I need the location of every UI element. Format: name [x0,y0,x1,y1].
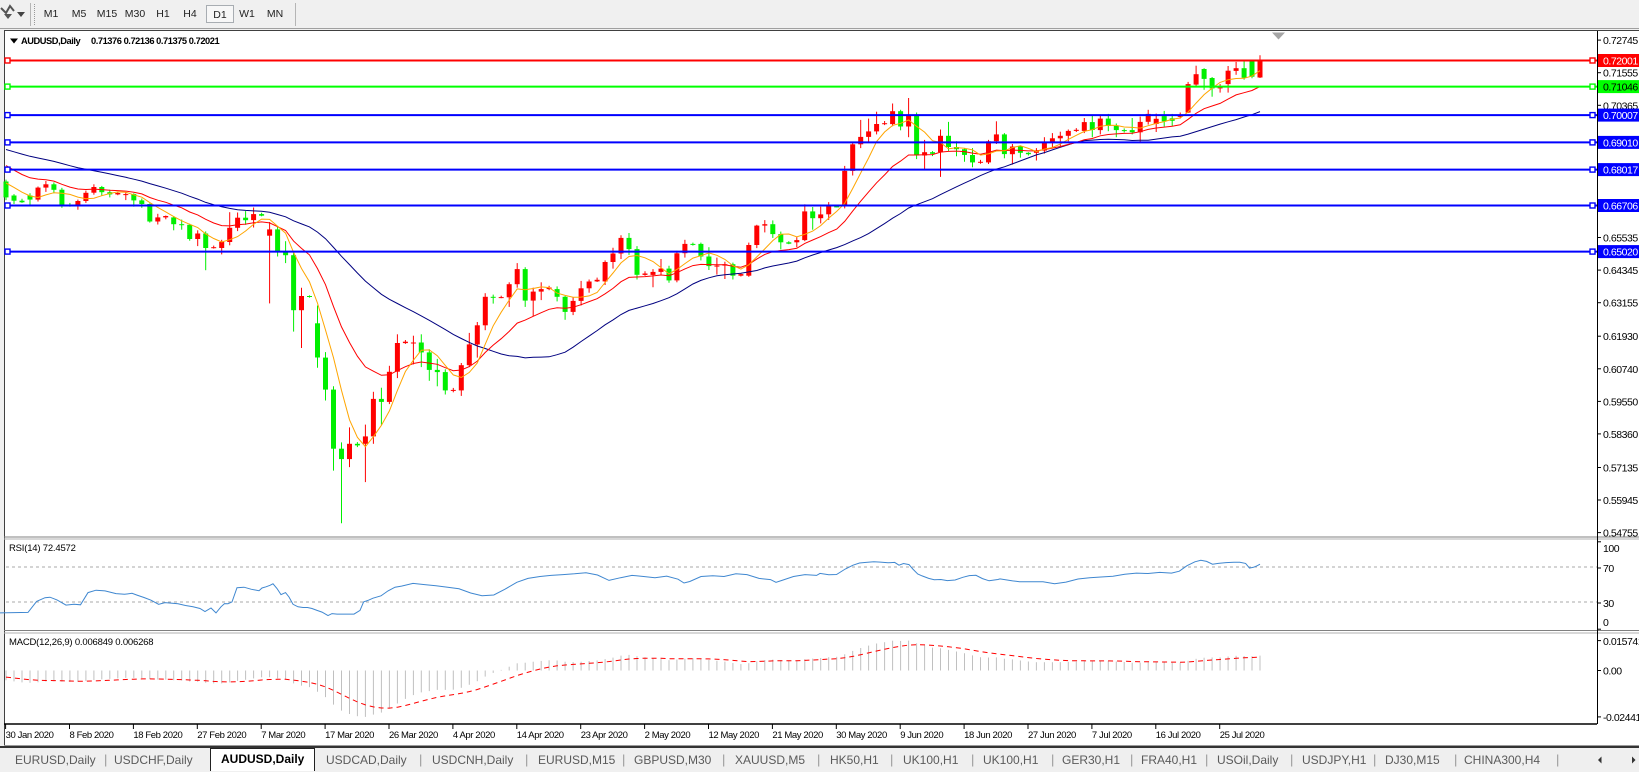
svg-text:0.72745: 0.72745 [1603,35,1638,47]
svg-text:27 Feb 2020: 27 Feb 2020 [197,730,246,741]
svg-text:27 Jun 2020: 27 Jun 2020 [1028,730,1076,741]
svg-text:2 May 2020: 2 May 2020 [645,730,691,741]
svg-text:0.61930: 0.61930 [1603,331,1638,343]
svg-text:0.71555: 0.71555 [1603,68,1638,80]
svg-text:0.71376 0.72136 0.71375 0.7202: 0.71376 0.72136 0.71375 0.72021 [91,36,220,46]
svg-text:18 Jun 2020: 18 Jun 2020 [964,730,1012,741]
svg-text:30 Jan 2020: 30 Jan 2020 [6,730,54,741]
svg-text:70: 70 [1603,563,1614,575]
svg-text:30 May 2020: 30 May 2020 [836,730,887,741]
svg-text:0.65535: 0.65535 [1603,233,1638,245]
svg-text:17 Mar 2020: 17 Mar 2020 [325,730,374,741]
svg-text:0.69010: 0.69010 [1603,137,1638,149]
svg-text:0.71046: 0.71046 [1603,82,1638,94]
svg-text:7 Jul 2020: 7 Jul 2020 [1092,730,1132,741]
svg-text:0.59550: 0.59550 [1603,396,1638,408]
svg-text:0.72001: 0.72001 [1603,56,1638,68]
svg-text:9 Jun 2020: 9 Jun 2020 [900,730,943,741]
svg-text:30: 30 [1603,598,1614,610]
svg-text:12 May 2020: 12 May 2020 [709,730,760,741]
svg-text:4 Apr 2020: 4 Apr 2020 [453,730,495,741]
svg-text:8 Feb 2020: 8 Feb 2020 [70,730,114,741]
svg-text:0.64345: 0.64345 [1603,265,1638,277]
svg-text:0.55945: 0.55945 [1603,495,1638,507]
svg-text:0.66706: 0.66706 [1603,200,1638,212]
svg-text:0.015741: 0.015741 [1603,636,1639,648]
svg-text:14 Apr 2020: 14 Apr 2020 [517,730,564,741]
svg-text:100: 100 [1603,543,1620,555]
svg-text:0.70007: 0.70007 [1603,110,1638,122]
svg-text:MACD(12,26,9) 0.006849 0.00626: MACD(12,26,9) 0.006849 0.006268 [9,637,153,648]
svg-text:0.54755: 0.54755 [1603,528,1638,540]
svg-text:0.65020: 0.65020 [1603,247,1638,259]
svg-text:0.60740: 0.60740 [1603,364,1638,376]
svg-text:7 Mar 2020: 7 Mar 2020 [261,730,305,741]
svg-text:23 Apr 2020: 23 Apr 2020 [581,730,628,741]
svg-text:0.68017: 0.68017 [1603,165,1638,177]
svg-text:0.63155: 0.63155 [1603,298,1638,310]
svg-text:0.57135: 0.57135 [1603,462,1638,474]
svg-text:26 Mar 2020: 26 Mar 2020 [389,730,438,741]
svg-text:21 May 2020: 21 May 2020 [772,730,823,741]
svg-text:AUDUSD,Daily: AUDUSD,Daily [21,36,81,46]
svg-text:0.00: 0.00 [1603,666,1622,678]
svg-text:RSI(14) 72.4572: RSI(14) 72.4572 [9,543,76,554]
svg-text:25 Jul 2020: 25 Jul 2020 [1220,730,1265,741]
svg-text:-0.024412: -0.024412 [1603,712,1639,724]
svg-text:18 Feb 2020: 18 Feb 2020 [133,730,182,741]
svg-text:16 Jul 2020: 16 Jul 2020 [1156,730,1201,741]
svg-text:0.58360: 0.58360 [1603,429,1638,441]
svg-text:0: 0 [1603,617,1609,629]
